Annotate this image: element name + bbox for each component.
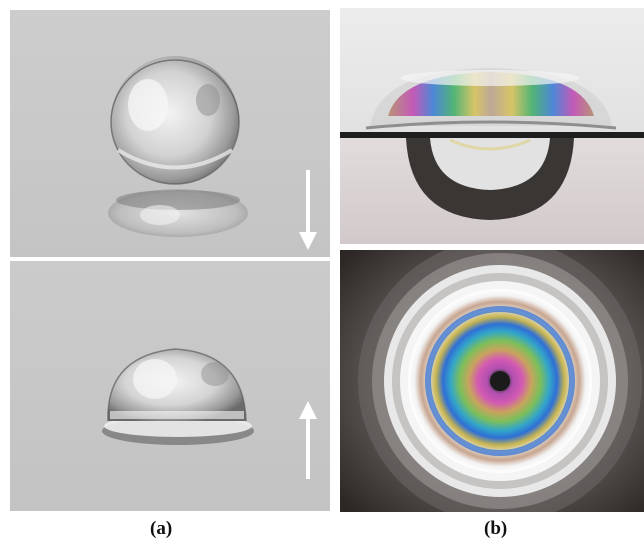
arrow-down-icon [299,170,317,250]
droplet-falling-image [10,10,330,257]
droplet-rising-image [10,261,330,511]
photo-top-view-rings [340,250,644,512]
caption-a: (a) [150,518,173,539]
photo-side-view-interference [340,8,644,244]
caption-b: (b) [484,518,508,539]
photo-droplet-rising [10,261,330,511]
top-view-rings-image [340,250,644,512]
side-view-image [340,8,644,244]
arrow-up-icon [299,401,317,479]
photo-droplet-falling [10,10,330,257]
